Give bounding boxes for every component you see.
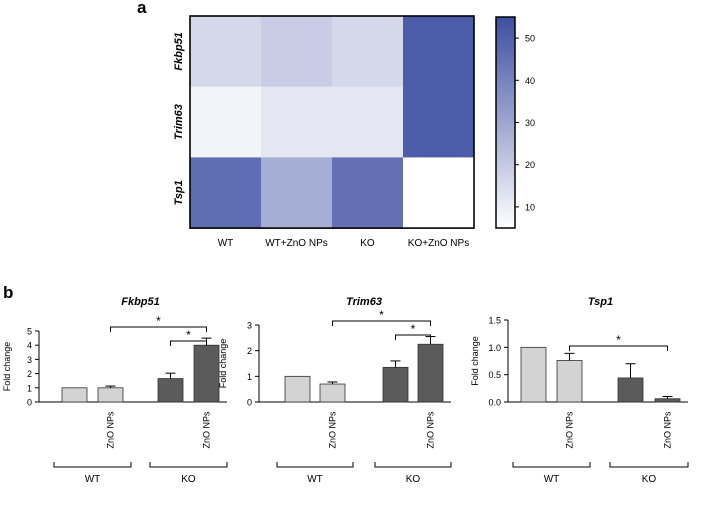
heatmap-cell xyxy=(332,16,404,88)
heatmap-cell xyxy=(403,157,475,229)
y-tick-label: 0 xyxy=(27,398,32,408)
heatmap-row-label: Trim63 xyxy=(173,104,185,140)
bar xyxy=(556,360,583,403)
group-label: WT xyxy=(544,474,560,485)
y-tick-label: 4 xyxy=(27,341,32,351)
chart-title: Fkbp51 xyxy=(121,296,160,308)
significance-bracket xyxy=(332,320,431,326)
group-label: KO xyxy=(406,474,421,485)
group-label: KO xyxy=(642,474,657,485)
y-axis-label: Fold change xyxy=(470,336,480,386)
colorbar-tick-label: 10 xyxy=(525,202,535,212)
y-tick-label: 2 xyxy=(247,346,252,356)
group-bracket xyxy=(149,462,228,468)
colorbar-gradient xyxy=(495,16,516,229)
heatmap-column-label: KO xyxy=(360,238,375,249)
group-bracket xyxy=(609,462,689,468)
bar xyxy=(193,344,220,403)
colorbar-tick-label: 40 xyxy=(525,76,535,86)
y-tick-label: 3 xyxy=(247,321,252,331)
colorbar-tick-label: 20 xyxy=(525,160,535,170)
y-tick-label: 1 xyxy=(27,383,32,393)
bar xyxy=(157,378,184,403)
heatmap-column-label: WT xyxy=(218,238,234,249)
heatmap-cell xyxy=(403,16,475,88)
bar xyxy=(617,377,644,403)
heatmap-cell xyxy=(261,16,333,88)
panel-label-b: b xyxy=(3,283,13,302)
y-tick-label: 0.0 xyxy=(488,398,501,408)
significance-bracket xyxy=(110,326,207,332)
y-tick-label: 2 xyxy=(27,369,32,379)
heatmap-frame xyxy=(189,15,475,229)
chart-title: Tsp1 xyxy=(588,296,613,308)
heatmap: Fkbp51 Trim63 Tsp1 WT WT+ZnO NPs KO KO+ZnO NPs xyxy=(173,15,475,249)
heatmap-column-label: WT+ZnO NPs xyxy=(265,238,328,249)
significance-bracket xyxy=(395,334,431,340)
colorbar-tick-label: 30 xyxy=(525,118,535,128)
group-label: WT xyxy=(307,474,323,485)
category-label: ZnO NPs xyxy=(426,411,436,449)
colorbar-tick-label: 50 xyxy=(525,34,535,44)
y-tick-label: 3 xyxy=(27,355,32,365)
y-tick-label: 0.5 xyxy=(488,370,501,380)
group-bracket xyxy=(53,462,132,468)
significance-star: * xyxy=(411,322,416,336)
significance-bracket xyxy=(569,345,668,351)
significance-star: * xyxy=(379,308,384,322)
bar xyxy=(97,387,124,403)
category-label: ZnO NPs xyxy=(663,411,673,449)
significance-star: * xyxy=(186,328,191,342)
bar xyxy=(417,343,444,403)
category-label: ZnO NPs xyxy=(106,411,116,449)
category-label: ZnO NPs xyxy=(328,411,338,449)
significance-star: * xyxy=(616,333,621,347)
heatmap-cell xyxy=(332,157,404,229)
bar xyxy=(382,366,409,403)
group-bracket xyxy=(276,462,354,468)
bar-chart-fkbp51: Fkbp51 0 1 2 3 4 5 Fold change * * ZnO NPs ZnO NPs W… xyxy=(2,296,228,485)
chart-title: Trim63 xyxy=(346,296,382,308)
heatmap-cell xyxy=(332,86,404,158)
group-label: WT xyxy=(85,474,101,485)
bar xyxy=(654,398,681,403)
heatmap-row-label: Fkbp51 xyxy=(173,32,185,71)
bar-charts: Fkbp51 0 1 2 3 4 5 Fold change * * ZnO NPs ZnO NPs W… xyxy=(2,296,689,485)
y-tick-label: 1.0 xyxy=(488,343,501,353)
heatmap-cell xyxy=(261,157,333,229)
y-axis-label: Fold change xyxy=(2,342,12,392)
bar xyxy=(61,387,88,403)
panel-label-a: a xyxy=(137,0,147,17)
heatmap-cell xyxy=(190,16,262,88)
y-axis-label: Fold change xyxy=(218,339,228,389)
bar xyxy=(284,375,311,403)
bar-chart-trim63: Trim63 0 1 2 3 Fold change * * ZnO NPs ZnO NPs WT K… xyxy=(218,296,452,485)
group-bracket xyxy=(512,462,591,468)
heatmap-cell xyxy=(190,157,262,229)
heatmap-cell xyxy=(190,86,262,158)
heatmap-cell xyxy=(261,86,333,158)
bar xyxy=(520,346,547,403)
group-bracket xyxy=(374,462,452,468)
colorbar: 10 20 30 40 50 xyxy=(495,16,535,229)
significance-bracket xyxy=(170,340,207,346)
heatmap-row-label: Tsp1 xyxy=(173,180,185,205)
category-label: ZnO NPs xyxy=(565,411,575,449)
y-tick-label: 0 xyxy=(247,398,252,408)
bar-chart-tsp1: Tsp1 0.0 0.5 1.0 1.5 Fold change * ZnO NPs ZnO N… xyxy=(470,296,689,485)
category-label: ZnO NPs xyxy=(202,411,212,449)
y-tick-label: 1 xyxy=(247,372,252,382)
significance-star: * xyxy=(156,314,161,328)
y-tick-label: 1.5 xyxy=(488,316,501,326)
bar xyxy=(319,383,346,403)
heatmap-column-label: KO+ZnO NPs xyxy=(408,238,469,249)
group-label: KO xyxy=(181,474,196,485)
heatmap-cell xyxy=(403,86,475,158)
y-tick-label: 5 xyxy=(27,327,32,337)
